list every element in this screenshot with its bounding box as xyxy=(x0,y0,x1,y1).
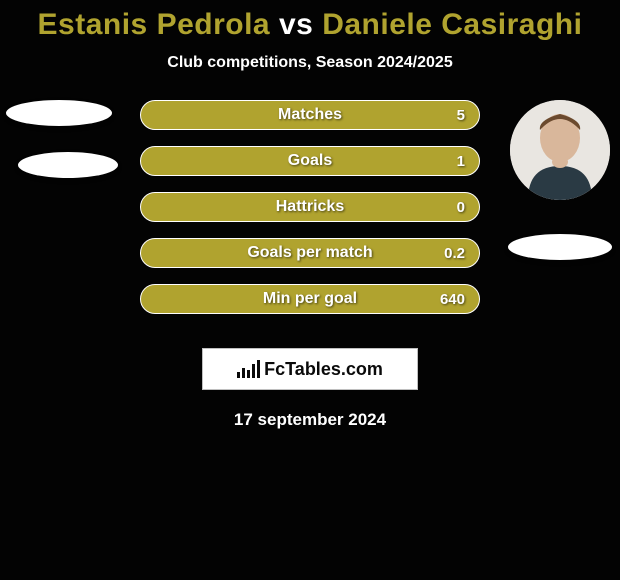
bar-chart-icon xyxy=(237,360,260,378)
page-title: Estanis Pedrola vs Daniele Casiraghi xyxy=(0,0,620,42)
stat-label: Hattricks xyxy=(276,198,344,216)
stat-right-value: 1 xyxy=(457,153,465,170)
stat-bars: Matches 5 Goals 1 Hattricks 0 Goals per … xyxy=(140,100,480,330)
stat-bar-matches: Matches 5 xyxy=(140,100,480,130)
stat-right-value: 640 xyxy=(440,291,465,308)
avatar-right-placeholder xyxy=(508,234,612,260)
stats-area: Matches 5 Goals 1 Hattricks 0 Goals per … xyxy=(0,100,620,340)
stat-bar-hattricks: Hattricks 0 xyxy=(140,192,480,222)
stat-label: Goals xyxy=(288,152,332,170)
avatar-left-placeholder-1 xyxy=(6,100,112,126)
comparison-infographic: Estanis Pedrola vs Daniele Casiraghi Clu… xyxy=(0,0,620,580)
brand-box[interactable]: FcTables.com xyxy=(202,348,418,390)
stat-right-value: 5 xyxy=(457,107,465,124)
brand-text: FcTables.com xyxy=(264,359,383,380)
title-player1: Estanis Pedrola xyxy=(38,8,271,41)
avatar-left-placeholder-2 xyxy=(18,152,118,178)
stat-right-value: 0.2 xyxy=(444,245,465,262)
stat-label: Min per goal xyxy=(263,290,357,308)
stat-bar-goals-per-match: Goals per match 0.2 xyxy=(140,238,480,268)
title-player2: Daniele Casiraghi xyxy=(322,8,582,41)
stat-label: Goals per match xyxy=(247,244,372,262)
stat-bar-min-per-goal: Min per goal 640 xyxy=(140,284,480,314)
stat-label: Matches xyxy=(278,106,342,124)
avatar-right xyxy=(510,100,610,200)
person-photo-icon xyxy=(510,100,610,200)
stat-bar-goals: Goals 1 xyxy=(140,146,480,176)
stat-right-value: 0 xyxy=(457,199,465,216)
subtitle: Club competitions, Season 2024/2025 xyxy=(0,54,620,72)
title-vs: vs xyxy=(279,8,313,41)
date-line: 17 september 2024 xyxy=(0,410,620,430)
